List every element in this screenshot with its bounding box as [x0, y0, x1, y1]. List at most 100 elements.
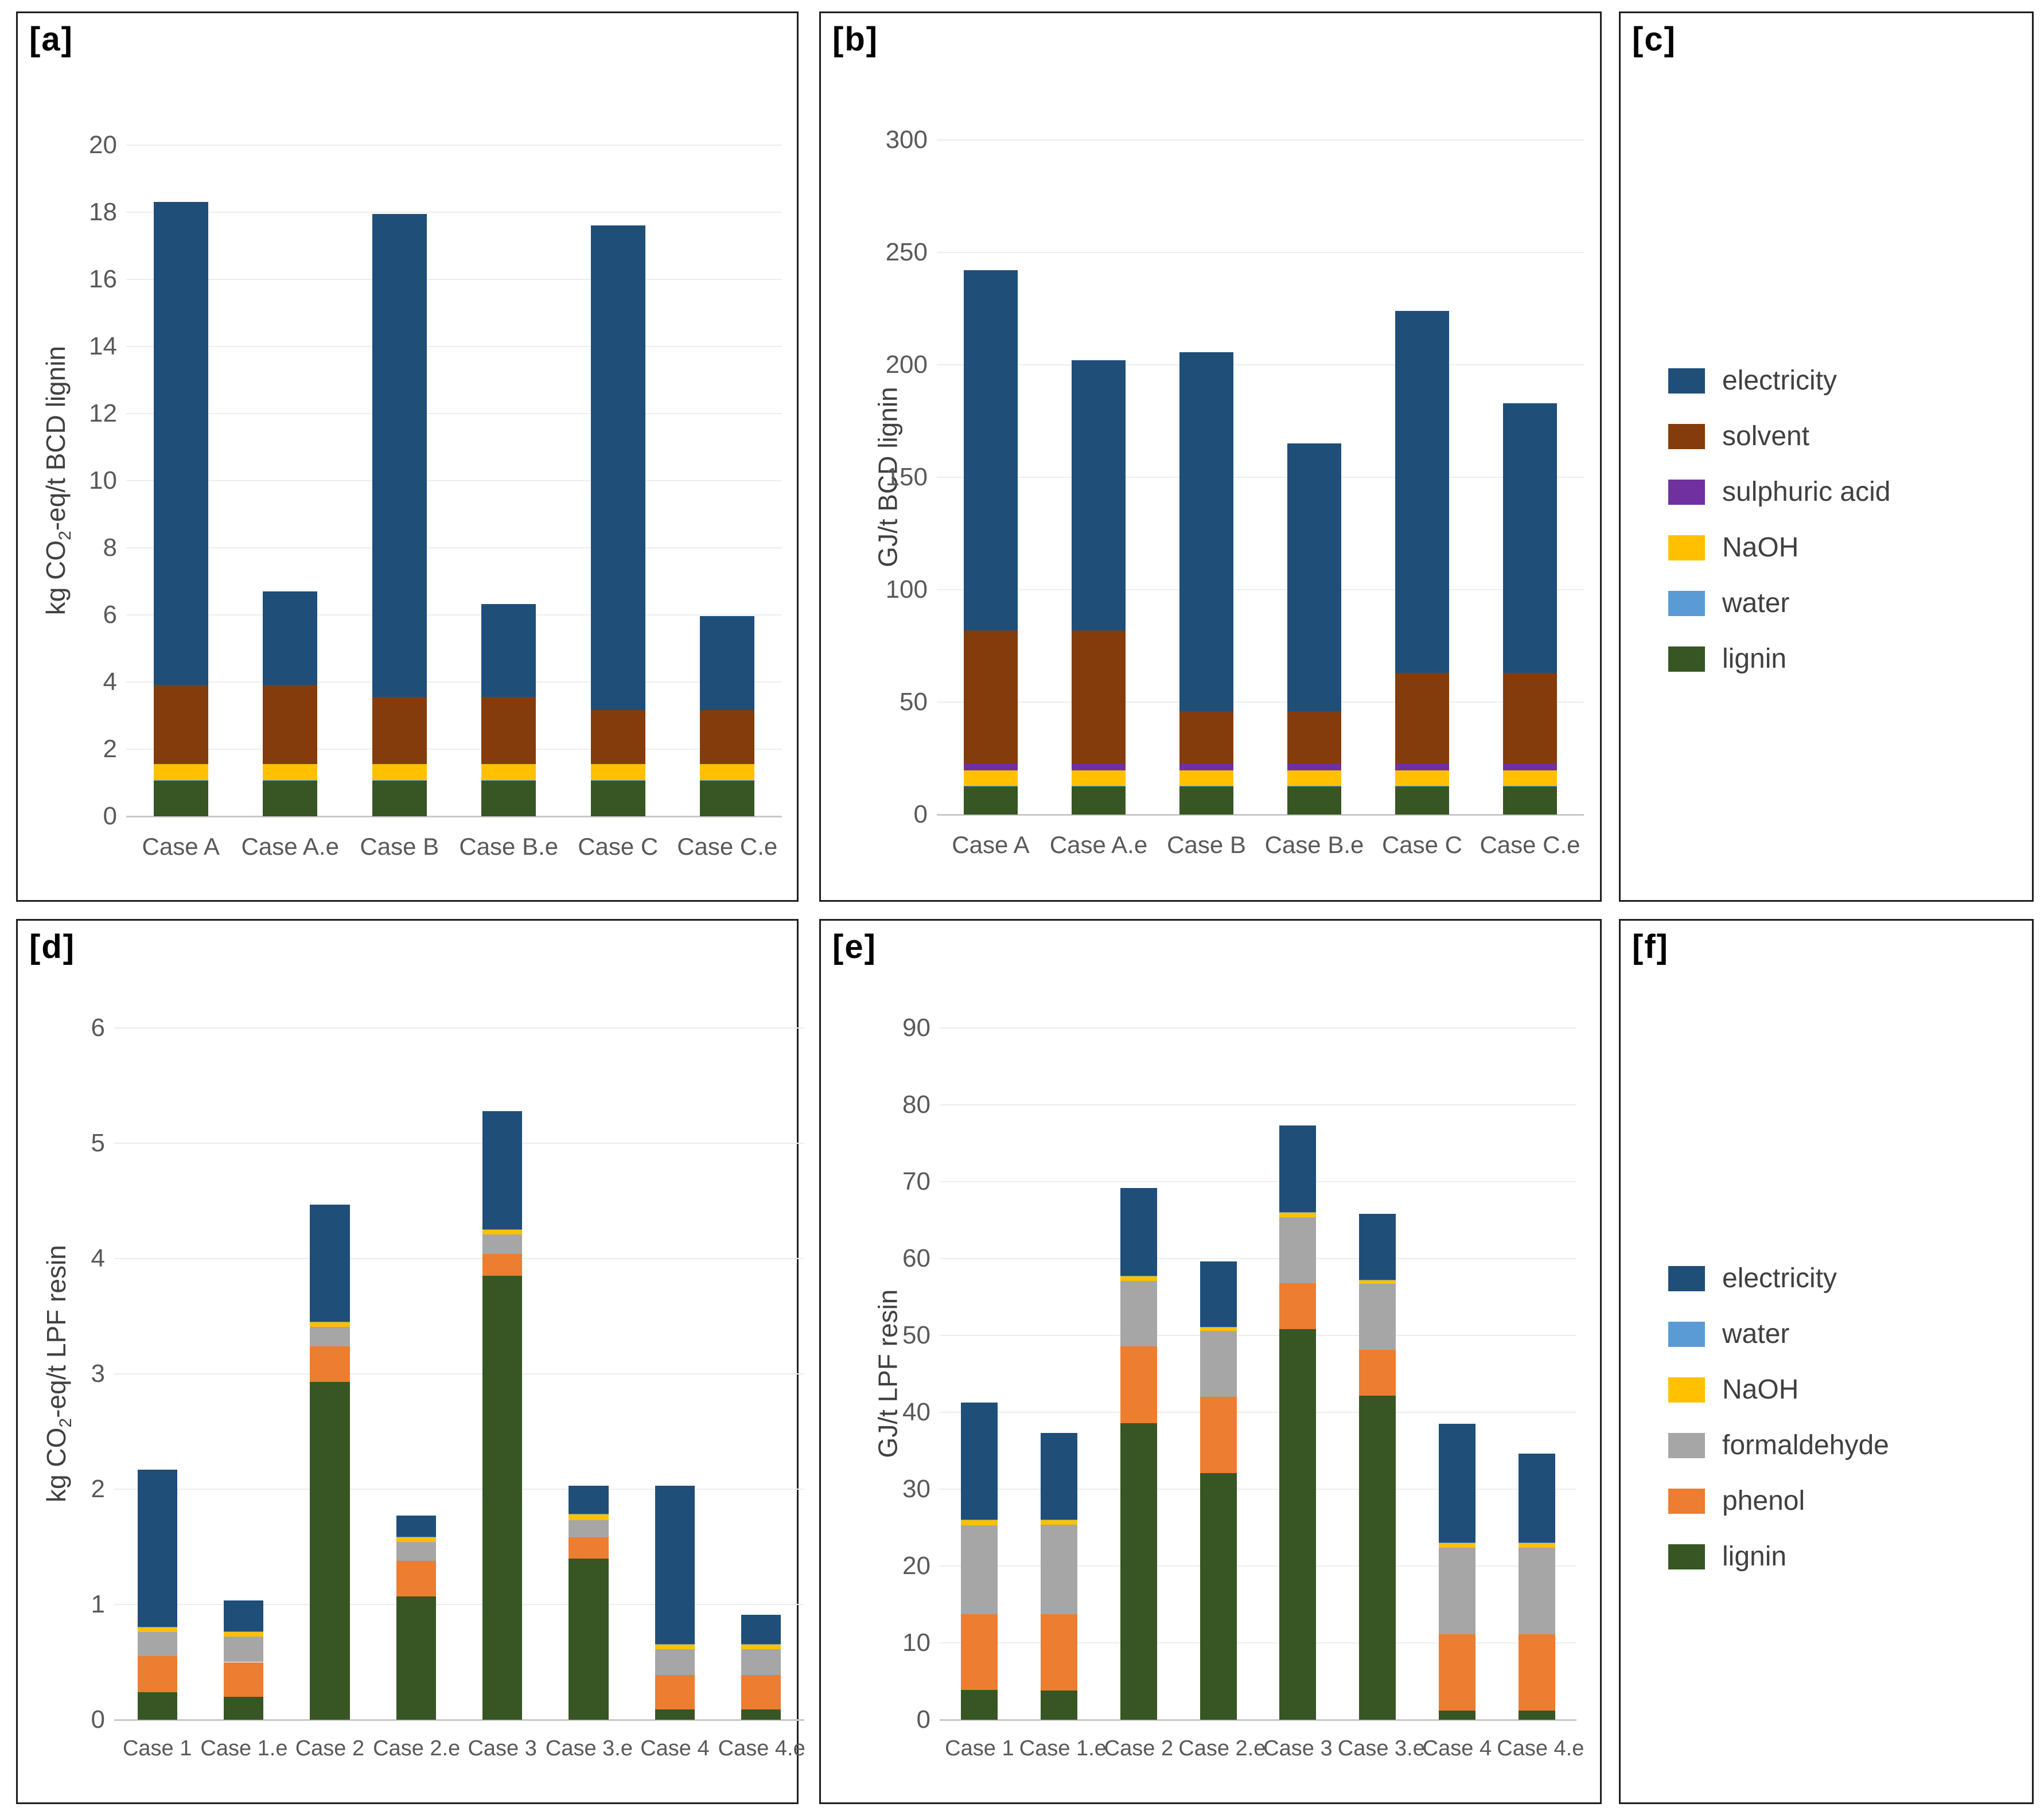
- legend-item-formaldehyde: formaldehyde: [1668, 1417, 1889, 1473]
- gridline: [114, 1489, 804, 1490]
- y-tick-label: 100: [885, 575, 928, 603]
- bar-segment-water: [1279, 1212, 1317, 1213]
- bar-segment-electricity: [961, 1402, 998, 1520]
- gridline: [114, 1143, 804, 1144]
- bar-segment-NaOH: [481, 764, 536, 781]
- bar-segment-phenol: [655, 1674, 695, 1709]
- bar-segment-electricity: [1287, 443, 1341, 711]
- water-swatch-icon: [1668, 590, 1705, 616]
- panel-d-letter: [d]: [29, 928, 76, 965]
- bar-segment-electricity: [1503, 403, 1557, 673]
- bar-segment-NaOH: [1120, 1276, 1157, 1281]
- bar-segment-lignin: [1279, 1329, 1317, 1720]
- y-tick-label: 12: [89, 399, 117, 427]
- gridline: [937, 139, 1584, 141]
- y-tick-label: 4: [91, 1244, 105, 1272]
- bar-segment-sulphuric-acid: [1072, 764, 1126, 771]
- bar-segment-sulphuric-acid: [481, 762, 536, 765]
- lignin-swatch-icon: [1668, 646, 1705, 672]
- y-tick-label: 150: [885, 463, 928, 491]
- y-tick-label: 20: [902, 1552, 930, 1580]
- bar-segment-formaldehyde: [137, 1632, 177, 1657]
- category-label: Case 3: [1263, 1736, 1333, 1761]
- bar-segment-electricity: [1041, 1433, 1078, 1520]
- bar-segment-formaldehyde: [655, 1649, 695, 1675]
- y-tick-label: 10: [902, 1629, 930, 1657]
- bar-segment-phenol: [1438, 1634, 1475, 1711]
- y-tick-label: 250: [885, 238, 928, 266]
- bar-segment-lignin: [741, 1709, 781, 1720]
- category-label: Case B.e: [1264, 831, 1364, 858]
- bar-segment-electricity: [1120, 1187, 1157, 1276]
- bar-segment-NaOH: [482, 1229, 523, 1234]
- bar-segment-NaOH: [396, 1537, 436, 1543]
- category-label: Case 2.e: [1178, 1736, 1266, 1761]
- bar-segment-electricity: [482, 1111, 523, 1229]
- gridline: [126, 749, 782, 750]
- bar-segment-water: [481, 780, 536, 781]
- bar-segment-formaldehyde: [1359, 1284, 1396, 1350]
- legend-label: electricity: [1722, 1263, 1837, 1294]
- gridline: [940, 1565, 1576, 1567]
- legend-bcd-lignin: electricity solvent sulphuric acid NaOH wate…: [1668, 353, 1890, 687]
- category-label: Case 4: [1422, 1736, 1492, 1761]
- y-tick-label: 0: [916, 1705, 930, 1734]
- bar-segment-water: [590, 780, 645, 781]
- bar-segment-electricity: [1359, 1214, 1396, 1280]
- gridline: [126, 681, 782, 683]
- bar-segment-electricity: [137, 1469, 177, 1627]
- legend-item-NaOH: NaOH: [1668, 1362, 1889, 1417]
- bar-segment-lignin: [1395, 786, 1449, 815]
- gridline: [126, 413, 782, 414]
- bar-segment-phenol: [396, 1560, 436, 1596]
- legend-lpf-resin: electricity water NaOH formaldehyde phenol li…: [1668, 1251, 1889, 1584]
- sulphuric-acid-swatch-icon: [1668, 479, 1705, 505]
- category-label: Case 4.e: [1497, 1736, 1584, 1761]
- bar-segment-NaOH: [964, 770, 1018, 786]
- gridline: [940, 1335, 1576, 1336]
- x-axis-line: [114, 1719, 804, 1721]
- bar-segment-NaOH: [655, 1645, 695, 1650]
- bar-segment-phenol: [223, 1662, 264, 1697]
- legend-label: NaOH: [1722, 532, 1799, 563]
- y-tick-label: 50: [900, 688, 928, 716]
- legend-label: electricity: [1722, 365, 1837, 396]
- bar-segment-water: [263, 780, 318, 781]
- panel-f-letter: [f]: [1632, 928, 1669, 965]
- bar-segment-NaOH: [372, 764, 427, 781]
- bar-segment-sulphuric-acid: [590, 762, 645, 765]
- panel-a: [a] kg CO2-eq/t BCD lignin 0 2 4 6 8 10 12 14 16…: [16, 11, 799, 902]
- gridline: [940, 1181, 1576, 1182]
- bar-segment-lignin: [964, 786, 1018, 815]
- legend-label: sulphuric acid: [1722, 477, 1891, 507]
- bar-segment-solvent: [1072, 630, 1126, 764]
- gridline: [937, 252, 1584, 253]
- bar-segment-lignin: [263, 780, 318, 816]
- bar-segment-formaldehyde: [1279, 1217, 1317, 1283]
- bar-segment-NaOH: [1359, 1280, 1396, 1284]
- bar-segment-NaOH: [137, 1627, 177, 1633]
- gridline: [937, 702, 1584, 703]
- gridline: [114, 1258, 804, 1259]
- category-label: Case 1.e: [1019, 1736, 1107, 1761]
- bar-segment-lignin: [1179, 786, 1233, 815]
- bar-segment-lignin: [137, 1692, 177, 1720]
- gridline: [937, 364, 1584, 365]
- bar-segment-solvent: [372, 697, 427, 763]
- y-tick-label: 5: [91, 1129, 105, 1157]
- category-label: Case A: [142, 833, 220, 860]
- category-label: Case C.e: [677, 833, 778, 860]
- bar-segment-water: [223, 1631, 264, 1633]
- bar-segment-formaldehyde: [482, 1234, 523, 1254]
- bar-segment-phenol: [310, 1346, 350, 1382]
- bar-segment-NaOH: [153, 764, 208, 781]
- category-label: Case 1: [945, 1736, 1014, 1761]
- bar-segment-NaOH: [569, 1514, 609, 1521]
- legend-label: NaOH: [1722, 1374, 1799, 1405]
- bar-segment-electricity: [1200, 1261, 1237, 1327]
- bar-segment-sulphuric-acid: [153, 762, 208, 765]
- bar-segment-electricity: [700, 616, 755, 710]
- bar-segment-lignin: [1438, 1710, 1475, 1720]
- bar-segment-phenol: [741, 1674, 781, 1709]
